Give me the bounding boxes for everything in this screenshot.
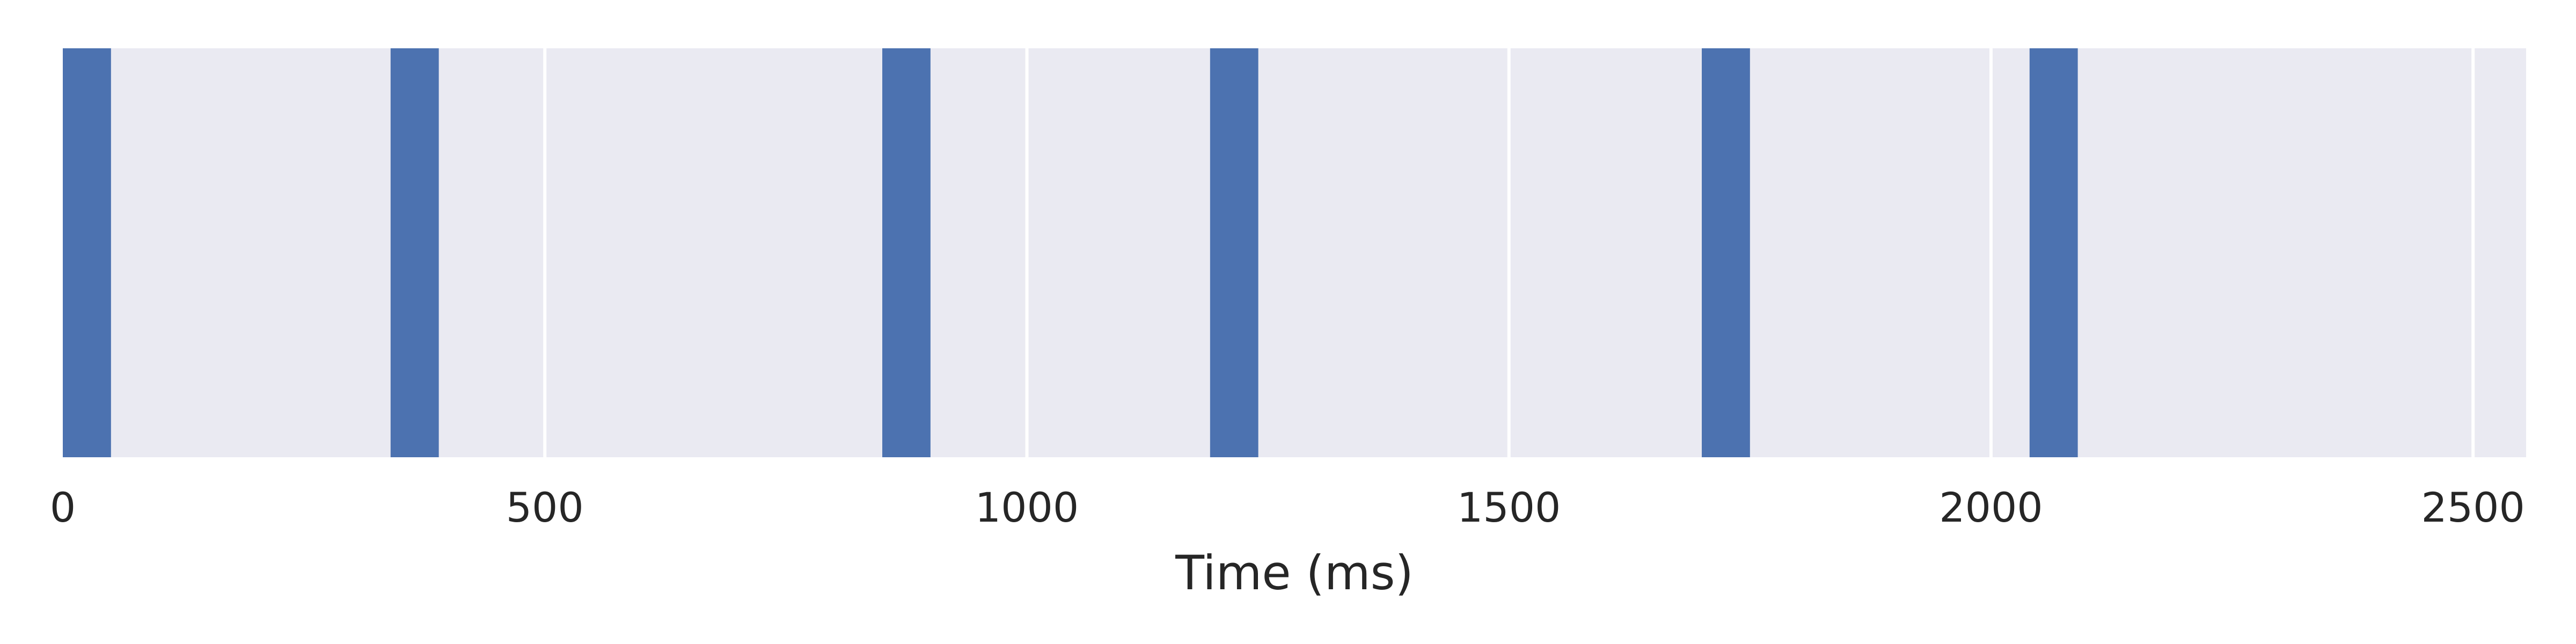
x-tick-label-1500: 1500 xyxy=(1457,484,1561,531)
event-bar-2 xyxy=(391,48,439,457)
x-tick-label-500: 500 xyxy=(506,484,584,531)
x-tick-label-2500: 2500 xyxy=(2421,484,2524,531)
event-bar-1 xyxy=(63,48,111,457)
x-tick-label-0: 0 xyxy=(50,484,76,531)
event-bar-3 xyxy=(882,48,931,457)
x-axis-title: Time (ms) xyxy=(1175,545,1414,601)
event-bar-6 xyxy=(2030,48,2078,457)
event-bar-5 xyxy=(1702,48,1750,457)
x-tick-label-2000: 2000 xyxy=(1939,484,2043,531)
x-axis-ticks: 0 500 1000 1500 2000 2500 xyxy=(50,484,2525,531)
x-tick-label-1000: 1000 xyxy=(975,484,1079,531)
event-bar-4 xyxy=(1210,48,1258,457)
